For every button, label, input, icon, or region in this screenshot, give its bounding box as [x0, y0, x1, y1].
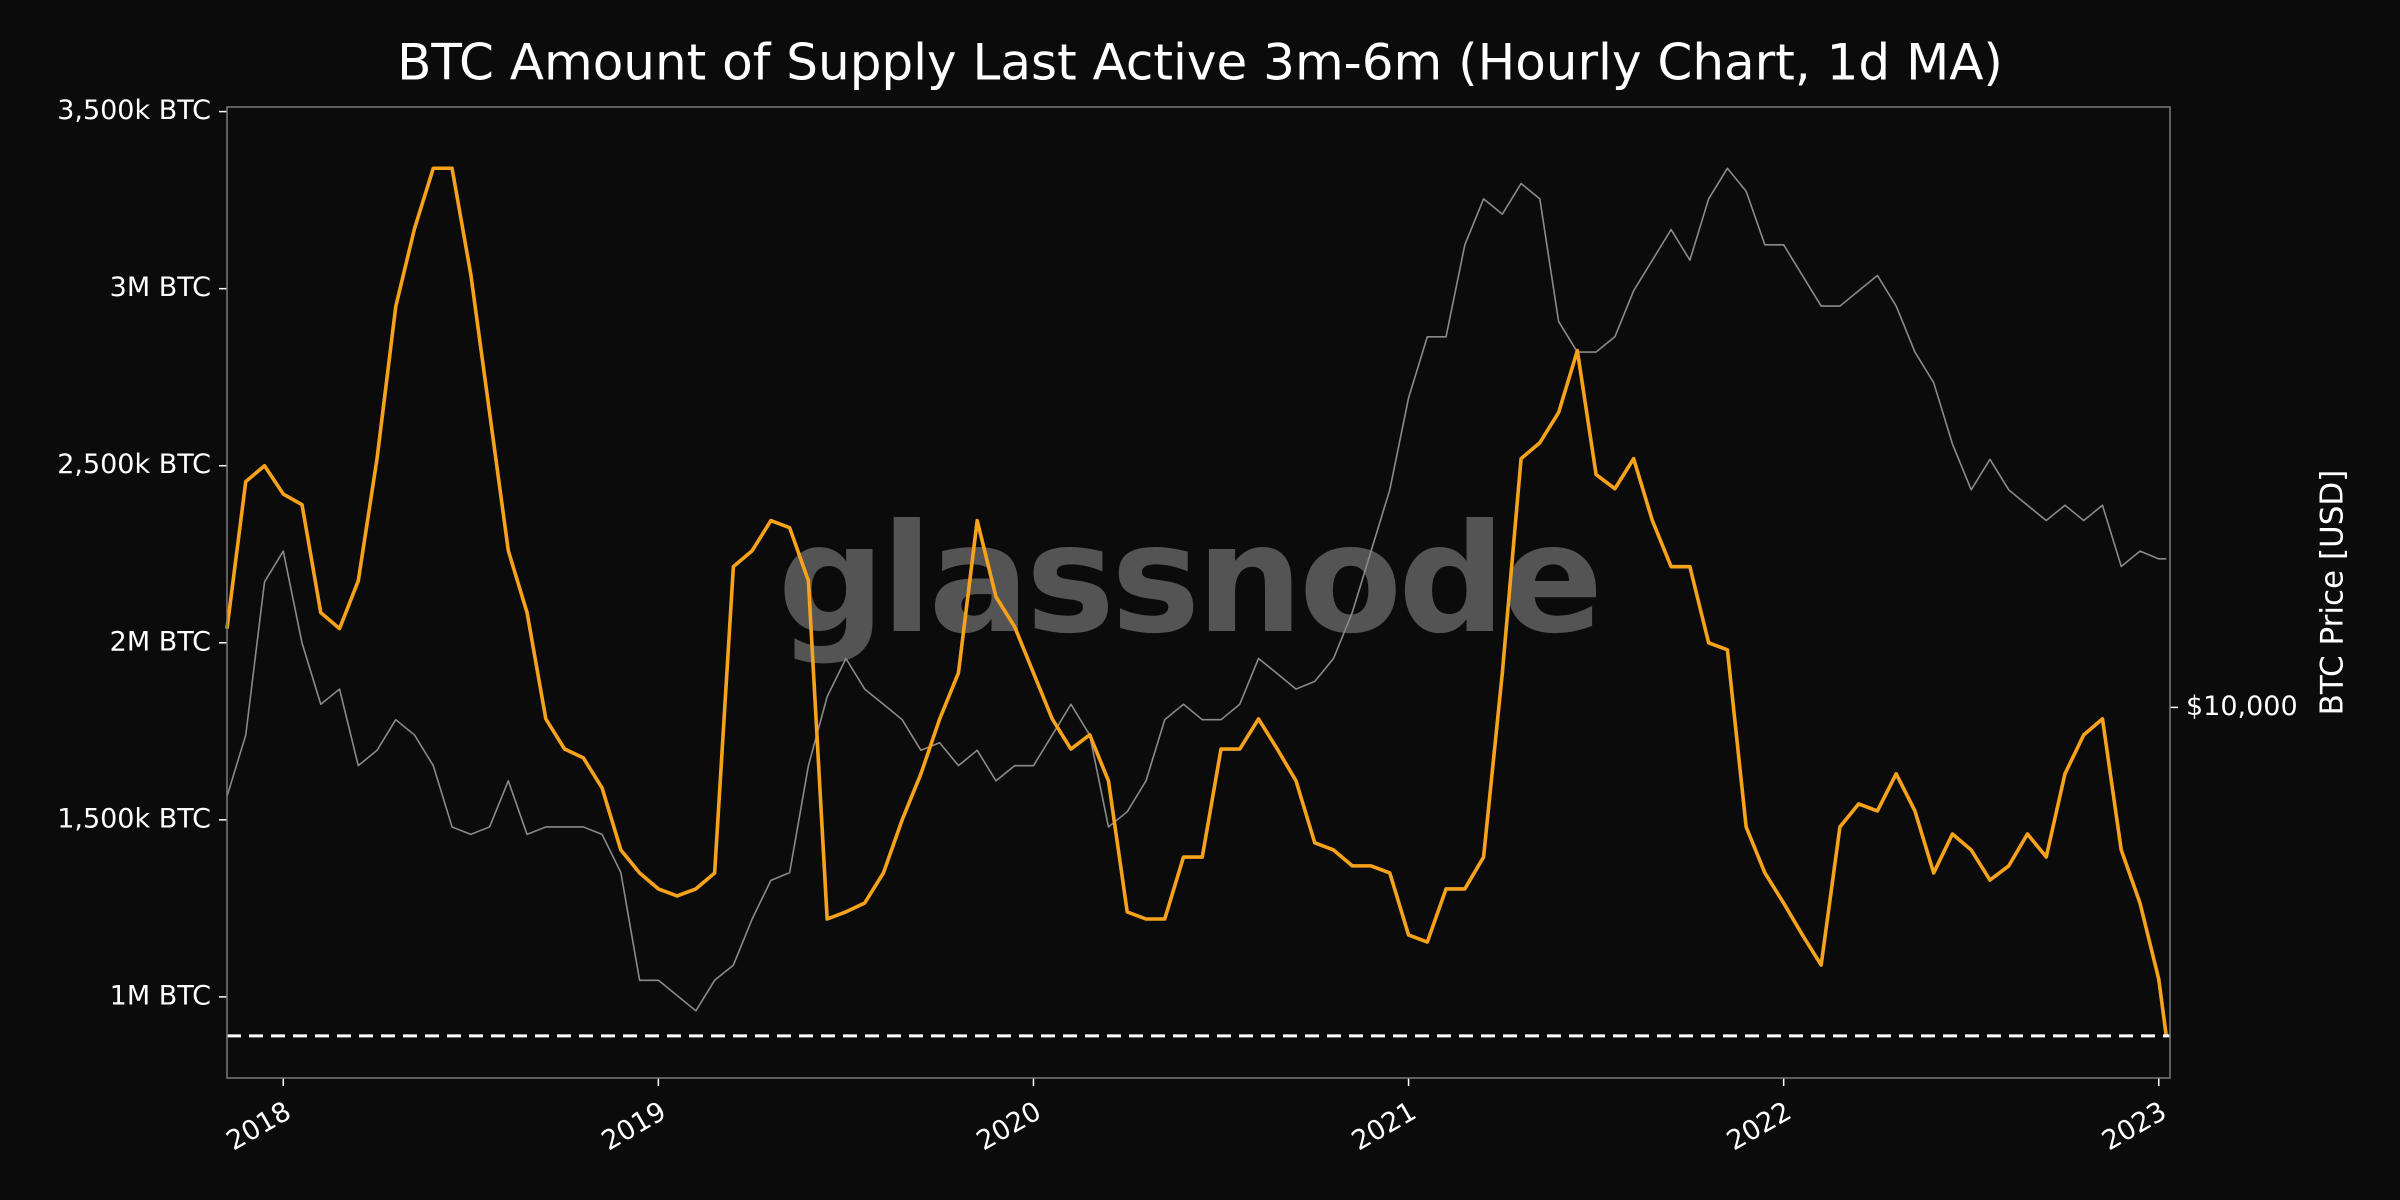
chart-title: BTC Amount of Supply Last Active 3m-6m (… [397, 34, 2003, 92]
y2-axis-label: BTC Price [USD] [2315, 470, 2351, 716]
plot-frame [226, 106, 2171, 1079]
y-tick-label: 2M BTC [110, 626, 211, 657]
y-tick-label: 1,500k BTC [57, 803, 211, 834]
plot-area: glassnode 1M BTC 1,500k BTC 2M BTC 2,500k BT… [57, 95, 2350, 1157]
watermark: glassnode [778, 493, 1600, 667]
y-tick-label: 2,500k BTC [57, 449, 211, 480]
price-line [226, 167, 2167, 1012]
y2-tick-label: $10,000 [2186, 691, 2298, 722]
supply-line [225, 166, 2169, 1037]
y-tick-label: 1M BTC [110, 980, 211, 1011]
y-tick-label: 3,500k BTC [57, 95, 211, 126]
y-tick-label: 3M BTC [110, 272, 211, 303]
